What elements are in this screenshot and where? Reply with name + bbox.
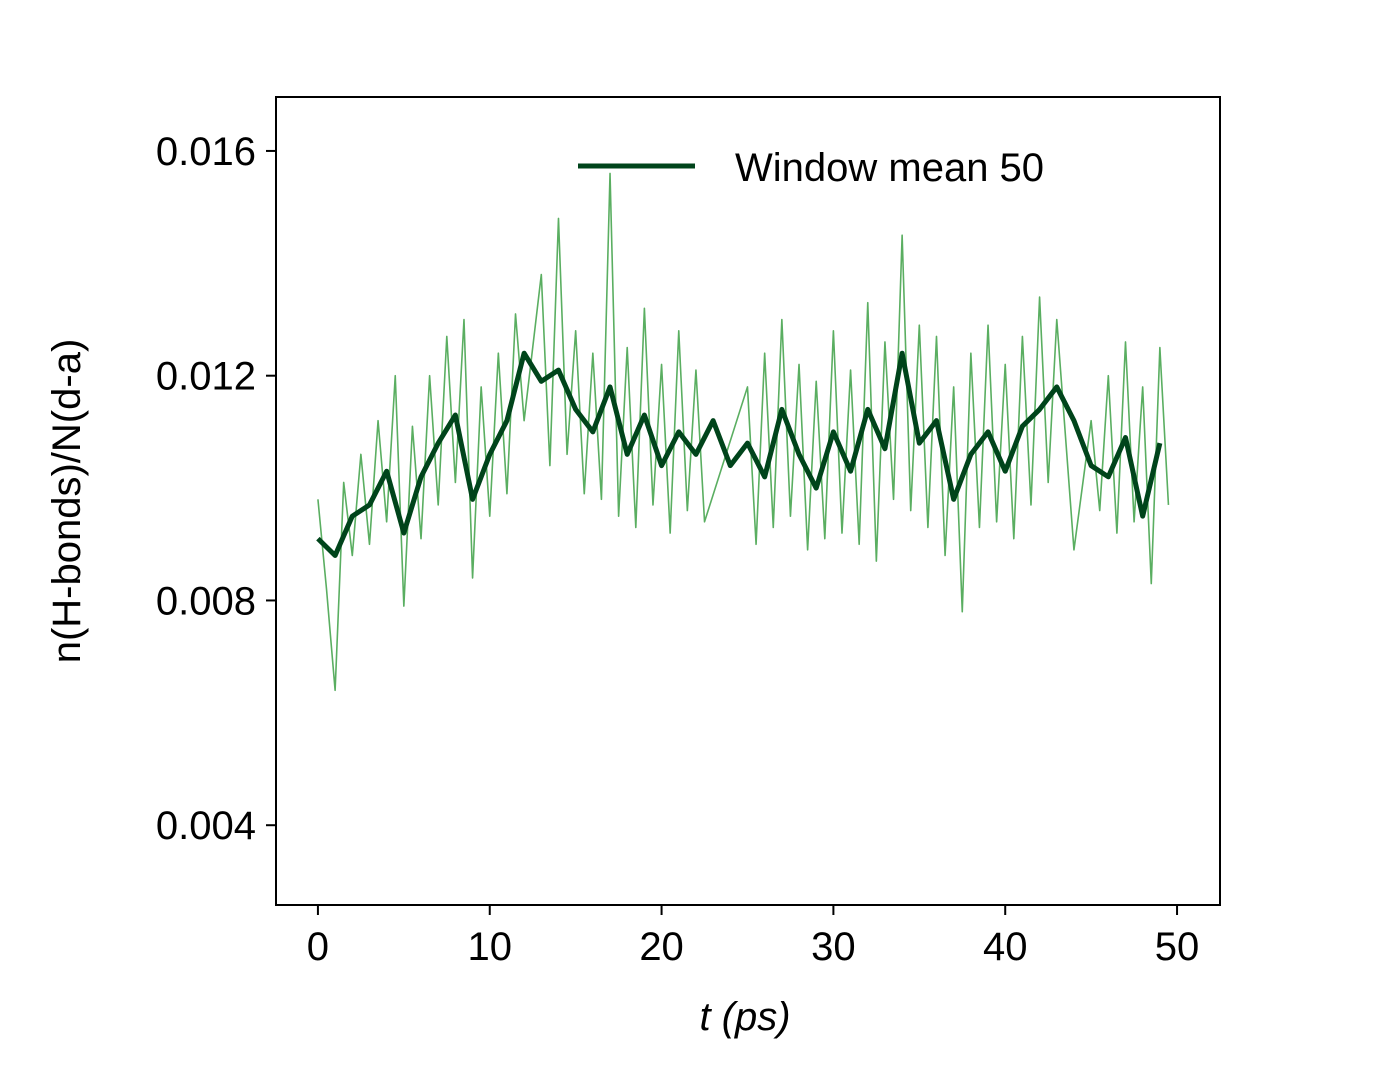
y-tick-label: 0.012 [156,355,256,399]
y-axis-label: n(H-bonds)/N(d-a) [45,339,89,664]
y-tick-label: 0.016 [156,130,256,174]
y-tick-label: 0.004 [156,804,256,848]
x-tick-label: 10 [467,925,512,969]
x-tick-label: 30 [811,925,856,969]
plot-frame [275,96,1221,906]
data-line [316,350,1163,558]
x-tick-label: 40 [983,925,1028,969]
legend-label: Window mean 50 [735,146,1044,190]
x-tick-label: 0 [307,925,329,969]
x-tick-label: 20 [639,925,684,969]
y-tick-label: 0.008 [156,579,256,623]
data-line [317,172,1170,692]
x-axis-label: t (ps) [699,995,790,1039]
x-tick-label: 50 [1155,925,1200,969]
